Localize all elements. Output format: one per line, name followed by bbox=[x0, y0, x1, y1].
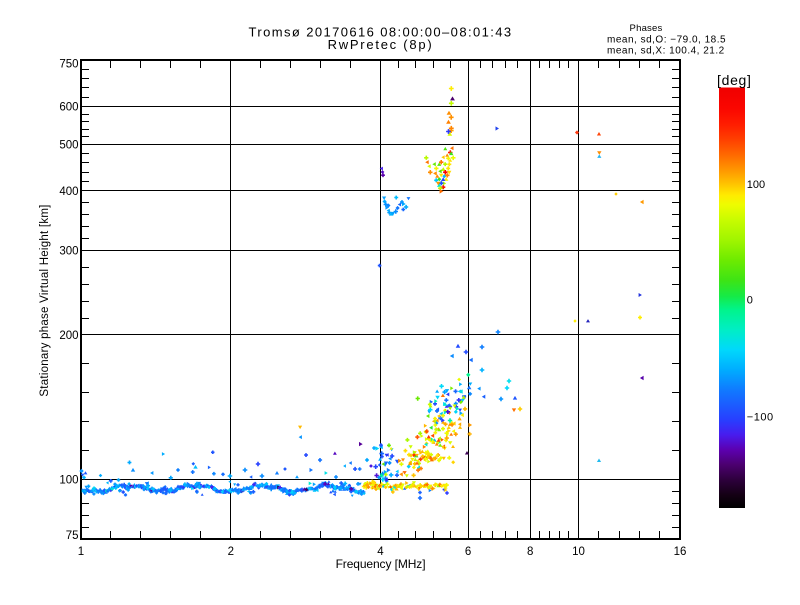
svg-text:750: 750 bbox=[59, 59, 78, 71]
svg-text:6: 6 bbox=[465, 546, 471, 558]
svg-text:300: 300 bbox=[59, 246, 78, 258]
svg-text:Phases: Phases bbox=[630, 23, 663, 34]
svg-text:4: 4 bbox=[377, 546, 384, 558]
svg-text:RwPretec (8p): RwPretec (8p) bbox=[328, 37, 434, 52]
svg-text:1: 1 bbox=[78, 546, 84, 558]
svg-text:Frequency [MHz]: Frequency [MHz] bbox=[336, 557, 426, 571]
svg-text:Stationary phase Virtual Heigh: Stationary phase Virtual Height [km] bbox=[39, 204, 51, 396]
svg-text:0: 0 bbox=[747, 294, 753, 306]
svg-text:75: 75 bbox=[66, 530, 79, 542]
svg-text:8: 8 bbox=[527, 546, 533, 558]
svg-text:200: 200 bbox=[59, 330, 78, 342]
svg-text:mean, sd,X: 100.4, 21.2: mean, sd,X: 100.4, 21.2 bbox=[607, 46, 725, 57]
svg-text:10: 10 bbox=[572, 546, 585, 558]
svg-text:Tromsø 20170616 08:00:00–08:01: Tromsø 20170616 08:00:00–08:01:43 bbox=[249, 25, 513, 40]
svg-text:−100: −100 bbox=[747, 411, 774, 423]
svg-text:100: 100 bbox=[747, 179, 765, 191]
svg-text:400: 400 bbox=[59, 186, 78, 198]
svg-text:2: 2 bbox=[228, 546, 234, 558]
svg-text:16: 16 bbox=[674, 546, 687, 558]
svg-text:500: 500 bbox=[59, 139, 78, 151]
svg-text:mean, sd,O: −79.0, 18.5: mean, sd,O: −79.0, 18.5 bbox=[607, 35, 726, 46]
svg-text:100: 100 bbox=[59, 475, 78, 487]
svg-text:[deg]: [deg] bbox=[717, 72, 752, 88]
svg-text:600: 600 bbox=[59, 101, 78, 113]
